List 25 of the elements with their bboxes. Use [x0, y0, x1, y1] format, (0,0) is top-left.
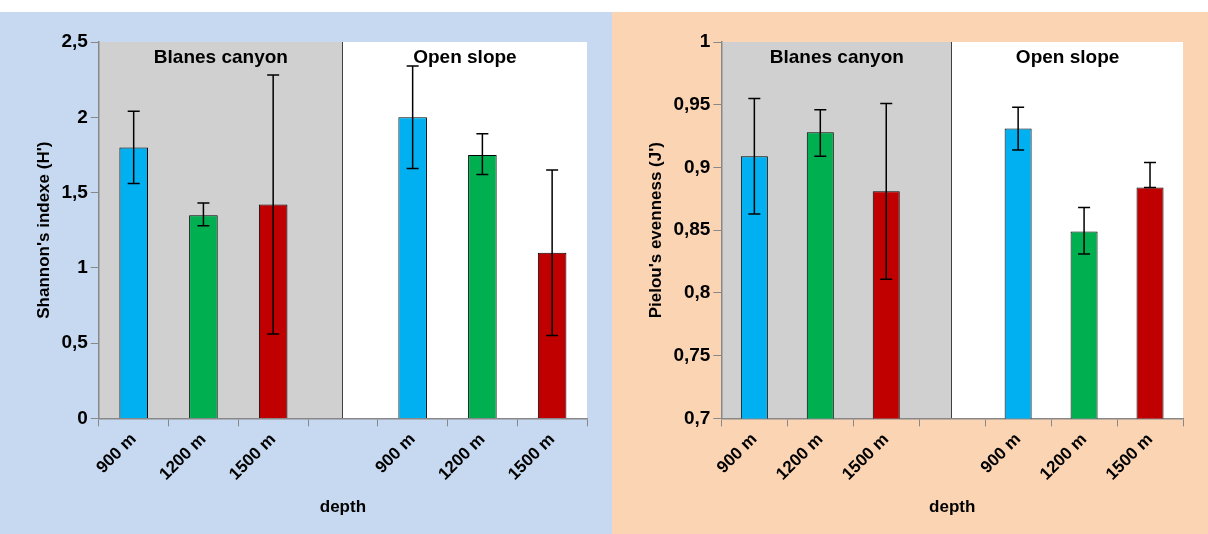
y-tick-label: 2	[77, 105, 88, 127]
y-tick-label: 0,8	[683, 281, 711, 303]
y-tick-label: 0,9	[683, 155, 711, 177]
x-tick-label: 900 m	[976, 429, 1025, 477]
x-axis-title: depth	[319, 497, 367, 517]
y-tick-label: 1	[699, 30, 711, 52]
y-tick-label: 1,5	[61, 180, 89, 202]
annotation: Open slope	[1015, 45, 1120, 67]
y-tick-label: 0,95	[673, 92, 711, 114]
x-axis-title: depth	[929, 497, 976, 517]
y-tick-label: 0,7	[683, 406, 711, 428]
y-tick-label: 0,75	[673, 343, 711, 365]
x-tick-label: 900 m	[92, 429, 140, 477]
y-tick-label: 2,5	[61, 30, 89, 52]
annotation: Open slope	[413, 45, 517, 67]
x-tick-label: 900 m	[712, 429, 761, 477]
y-tick-label: 0	[77, 406, 88, 428]
x-tick-label: 900 m	[371, 429, 419, 477]
annotation: Blanes canyon	[769, 45, 904, 67]
y-tick-label: 0,85	[673, 218, 711, 240]
y-axis-title: Pielou's evenness (J')	[645, 142, 665, 319]
annotation: Blanes canyon	[153, 45, 288, 67]
y-tick-label: 0,5	[61, 331, 89, 353]
y-tick-label: 1	[77, 256, 89, 278]
y-axis-title: Shannon's indexe (H')	[33, 141, 53, 319]
